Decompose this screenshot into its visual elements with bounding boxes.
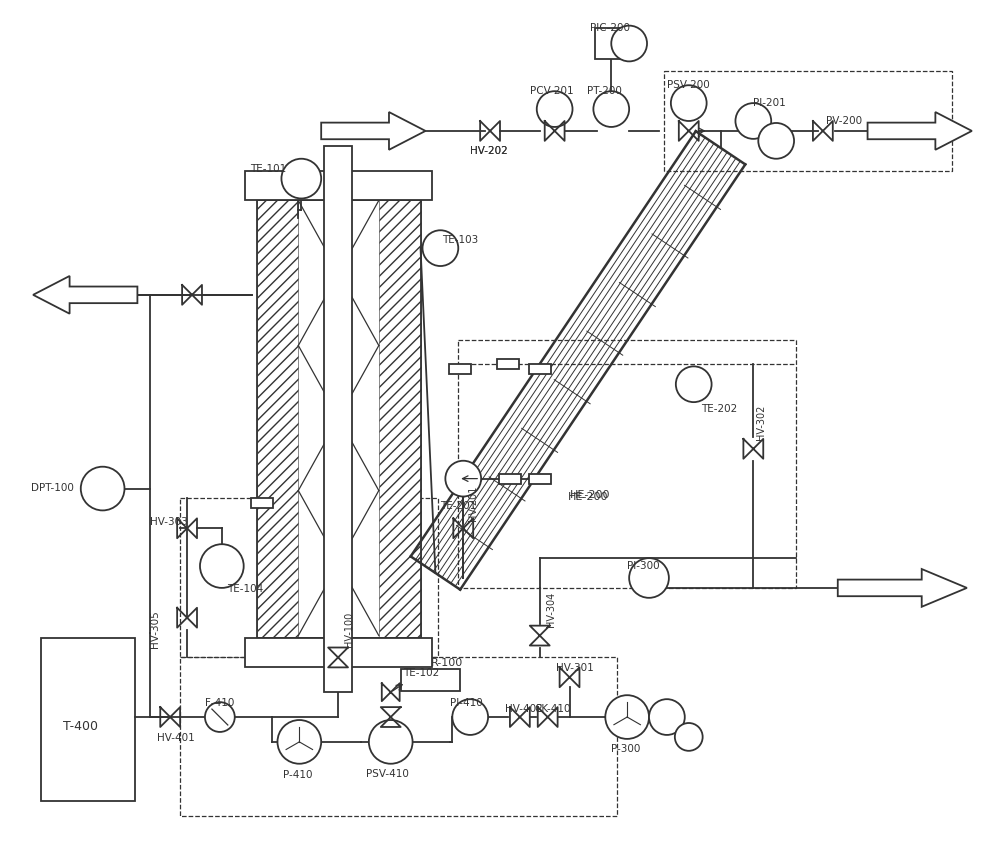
Text: T-400: T-400 [63,719,98,732]
Circle shape [649,700,685,735]
Bar [245,171,432,201]
Text: TE-101: TE-101 [250,164,286,174]
Text: HV-301: HV-301 [556,663,593,673]
Text: PCV-201: PCV-201 [530,86,573,96]
Text: DPT-100: DPT-100 [31,482,74,492]
Circle shape [277,720,321,764]
Text: HV-402: HV-402 [505,703,543,713]
Text: HV-302: HV-302 [756,404,766,440]
Text: PV-200: PV-200 [826,116,862,126]
Text: HV-100: HV-100 [344,610,354,646]
Circle shape [281,160,321,199]
Circle shape [369,720,413,764]
Circle shape [676,367,712,403]
Text: CK-410: CK-410 [535,703,571,713]
Circle shape [758,124,794,160]
Text: TE-104: TE-104 [227,583,263,593]
Text: P-300: P-300 [611,743,641,753]
Text: HV-304: HV-304 [546,591,556,626]
Bar [529,365,551,375]
Text: P-410: P-410 [283,769,313,779]
Bar [595,29,627,60]
Bar [180,657,617,816]
Circle shape [445,461,481,497]
Text: HE-200: HE-200 [570,489,610,499]
Text: F-410: F-410 [205,697,235,707]
Text: PSV-410: PSV-410 [366,768,409,778]
Text: R-100: R-100 [430,657,463,668]
Bar [251,499,273,509]
Circle shape [537,92,573,127]
Bar [401,669,460,691]
Bar [497,360,519,370]
Bar [499,474,521,484]
Polygon shape [321,113,425,150]
Bar [529,474,551,484]
Circle shape [205,702,235,732]
Text: PI-300: PI-300 [627,560,660,571]
Text: PSV-200: PSV-200 [667,80,710,90]
Circle shape [735,104,771,140]
Text: TE-103: TE-103 [442,235,479,245]
Bar [257,201,298,638]
Bar [449,365,471,375]
Circle shape [81,467,124,511]
Text: HE-200: HE-200 [568,491,608,501]
Polygon shape [838,570,967,607]
Text: PIC-200: PIC-200 [590,23,630,33]
Text: HV-202: HV-202 [470,146,508,155]
Text: HV-303: HV-303 [150,517,188,527]
Text: PT-200: PT-200 [587,86,622,96]
Circle shape [671,86,707,122]
Text: HV-202: HV-202 [470,146,508,155]
Circle shape [611,27,647,62]
Text: HV-401: HV-401 [157,732,195,742]
Bar [458,340,796,588]
Bar [257,201,421,638]
Circle shape [605,695,649,739]
Circle shape [423,231,458,267]
Circle shape [629,559,669,598]
Text: PI-201: PI-201 [753,98,786,108]
Circle shape [675,723,703,751]
Bar [180,499,438,657]
Text: HV-305: HV-305 [150,609,160,647]
Circle shape [200,544,244,588]
Bar [324,147,352,692]
Bar [41,638,135,802]
Polygon shape [868,113,972,150]
Polygon shape [33,277,137,314]
Circle shape [452,700,488,735]
Bar [245,638,432,668]
Text: PI-410: PI-410 [450,697,483,707]
Bar [379,201,421,638]
Circle shape [593,92,629,127]
Text: TE-201: TE-201 [440,500,477,511]
Text: TE-102: TE-102 [403,668,439,678]
Text: TE-202: TE-202 [701,403,737,414]
Bar [664,73,952,171]
Text: HV-201: HV-201 [468,485,478,521]
